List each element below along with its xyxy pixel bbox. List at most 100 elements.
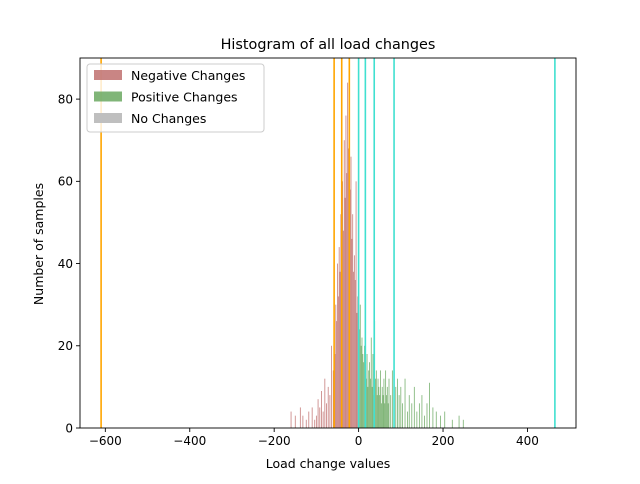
y-tick-label-1: 20 bbox=[58, 339, 73, 353]
histogram-bar-series-1-51 bbox=[421, 395, 423, 428]
histogram-bar-series-1-21 bbox=[376, 395, 378, 428]
histogram-bar-series-0-33 bbox=[345, 115, 347, 428]
histogram-bar-series-0-7 bbox=[314, 419, 316, 428]
histogram-bar-series-1-57 bbox=[440, 415, 441, 428]
x-axis-label: Load change values bbox=[266, 456, 391, 471]
histogram-bar-series-0-15 bbox=[327, 386, 329, 428]
x-tick-label-5: 400 bbox=[516, 434, 539, 448]
histogram-bar-series-0-35 bbox=[347, 82, 349, 429]
y-tick-label-3: 60 bbox=[58, 175, 73, 189]
axes-frame bbox=[79, 57, 577, 429]
histogram-bar-series-1-0 bbox=[359, 329, 360, 428]
histogram-bar-series-1-30 bbox=[384, 403, 386, 428]
x-tick-label-0: −600 bbox=[89, 434, 122, 448]
histogram-bar-series-0-47 bbox=[357, 296, 359, 428]
histogram-bar-series-1-3 bbox=[361, 337, 363, 428]
histogram-bar-series-0-17 bbox=[331, 345, 333, 428]
histogram-bar-series-1-28 bbox=[382, 395, 384, 428]
histogram-bar-series-0-9 bbox=[317, 399, 319, 428]
histogram-bar-series-0-41 bbox=[352, 214, 354, 428]
x-tick-label-3: 0 bbox=[355, 434, 363, 448]
histogram-bar-series-1-35 bbox=[388, 378, 390, 428]
histogram-bar-series-0-14 bbox=[326, 403, 327, 428]
histogram-bar-series-0-20 bbox=[334, 354, 336, 428]
histogram-bar-series-1-5 bbox=[363, 362, 365, 428]
histogram-bar-series-0-26 bbox=[339, 271, 341, 428]
histogram-bar-series-0-39 bbox=[350, 156, 352, 429]
histogram-bar-series-0-23 bbox=[337, 263, 338, 428]
histogram-bar-series-1-60 bbox=[458, 415, 460, 428]
histogram-bar-series-1-37 bbox=[391, 370, 393, 428]
legend-box bbox=[86, 63, 265, 133]
histogram-bar-series-1-58 bbox=[444, 411, 446, 428]
histogram-bar-series-1-45 bbox=[407, 411, 408, 428]
histogram-bar-series-0-0 bbox=[290, 411, 292, 428]
histogram-bar-series-1-11 bbox=[368, 370, 370, 428]
histogram-bar-series-0-36 bbox=[348, 148, 349, 428]
histogram-bar-series-1-6 bbox=[364, 345, 365, 428]
histogram-bar-series-1-40 bbox=[397, 378, 398, 428]
histogram-bar-series-1-55 bbox=[432, 407, 434, 428]
legend-label-1: Positive Changes bbox=[131, 90, 238, 105]
x-tick-label-1: −400 bbox=[173, 434, 206, 448]
histogram-bar-series-0-22 bbox=[336, 321, 338, 428]
x-tick-label-4: 200 bbox=[432, 434, 455, 448]
histogram-bar-series-1-26 bbox=[380, 403, 382, 428]
histogram-bar-series-1-54 bbox=[429, 382, 430, 428]
histogram-bar-series-0-18 bbox=[332, 370, 334, 428]
histogram-bar-series-1-1 bbox=[359, 304, 361, 428]
histogram-bar-series-0-38 bbox=[349, 189, 351, 428]
histogram-bar-series-1-41 bbox=[398, 395, 400, 428]
histogram-bar-series-0-45 bbox=[355, 181, 357, 428]
histogram-bar-series-1-43 bbox=[402, 403, 403, 428]
histogram-bar-series-0-44 bbox=[354, 280, 356, 428]
histogram-bar-series-1-33 bbox=[386, 386, 388, 428]
histogram-bar-series-0-42 bbox=[353, 271, 354, 428]
histogram-bar-series-0-2 bbox=[299, 407, 301, 428]
chart-title: Histogram of all load changes bbox=[221, 37, 436, 53]
legend-label-0: Negative Changes bbox=[131, 68, 245, 83]
histogram-bar-series-1-47 bbox=[411, 403, 413, 428]
x-tick-label-2: −200 bbox=[258, 434, 291, 448]
histogram-bar-series-0-27 bbox=[340, 214, 342, 428]
histogram-bar-series-1-2 bbox=[360, 345, 362, 428]
histogram-bar-series-1-42 bbox=[400, 386, 402, 428]
histogram-bar-series-1-50 bbox=[418, 403, 420, 428]
histogram-bar-series-1-15 bbox=[371, 386, 373, 428]
histogram-bar-series-1-22 bbox=[377, 378, 379, 428]
histogram-bar-series-1-53 bbox=[426, 403, 428, 428]
histogram-bar-series-1-19 bbox=[375, 378, 376, 428]
histogram-bar-series-1-34 bbox=[387, 403, 389, 428]
histogram-bar-series-1-10 bbox=[367, 386, 369, 428]
histogram-bar-series-0-40 bbox=[351, 238, 353, 428]
histogram-bar-series-1-8 bbox=[365, 378, 367, 428]
histogram-bar-series-1-13 bbox=[370, 378, 371, 428]
y-tick-label-2: 40 bbox=[58, 257, 73, 271]
legend-swatch-2 bbox=[94, 113, 122, 123]
histogram-bar-series-1-24 bbox=[379, 395, 381, 428]
histogram-bar-series-1-12 bbox=[369, 362, 370, 428]
histogram-bar-series-0-34 bbox=[346, 173, 348, 428]
histogram-bar-series-1-20 bbox=[375, 370, 377, 428]
legend-swatch-1 bbox=[94, 91, 122, 102]
histogram-bar-series-0-8 bbox=[315, 415, 317, 428]
histogram-bar-series-1-52 bbox=[424, 415, 425, 428]
histogram-bar-series-1-9 bbox=[366, 354, 368, 428]
histogram-bar-series-0-29 bbox=[342, 181, 343, 428]
histogram-bar-series-1-39 bbox=[395, 386, 397, 428]
plot-area: −600 −400 −200 0 200 400 0 20 40 60 80 Negative Cha… bbox=[58, 57, 577, 448]
histogram-bar-series-1-32 bbox=[386, 395, 387, 428]
legend-swatch-0 bbox=[94, 70, 122, 80]
histogram-bar-series-0-5 bbox=[308, 411, 310, 428]
histogram-bar-series-1-48 bbox=[413, 386, 415, 428]
histogram-bar-series-1-36 bbox=[390, 395, 392, 428]
histogram-bar-series-0-46 bbox=[356, 312, 358, 428]
histogram-bar-series-1-29 bbox=[383, 378, 385, 428]
histogram-bar-series-0-30 bbox=[342, 230, 344, 428]
histogram-bar-series-0-43 bbox=[353, 255, 355, 428]
histogram-bar-series-0-1 bbox=[294, 415, 296, 428]
histogram-bar-series-1-56 bbox=[435, 411, 437, 428]
histogram-bar-series-1-25 bbox=[380, 370, 381, 428]
histogram-bar-series-0-12 bbox=[322, 411, 324, 428]
